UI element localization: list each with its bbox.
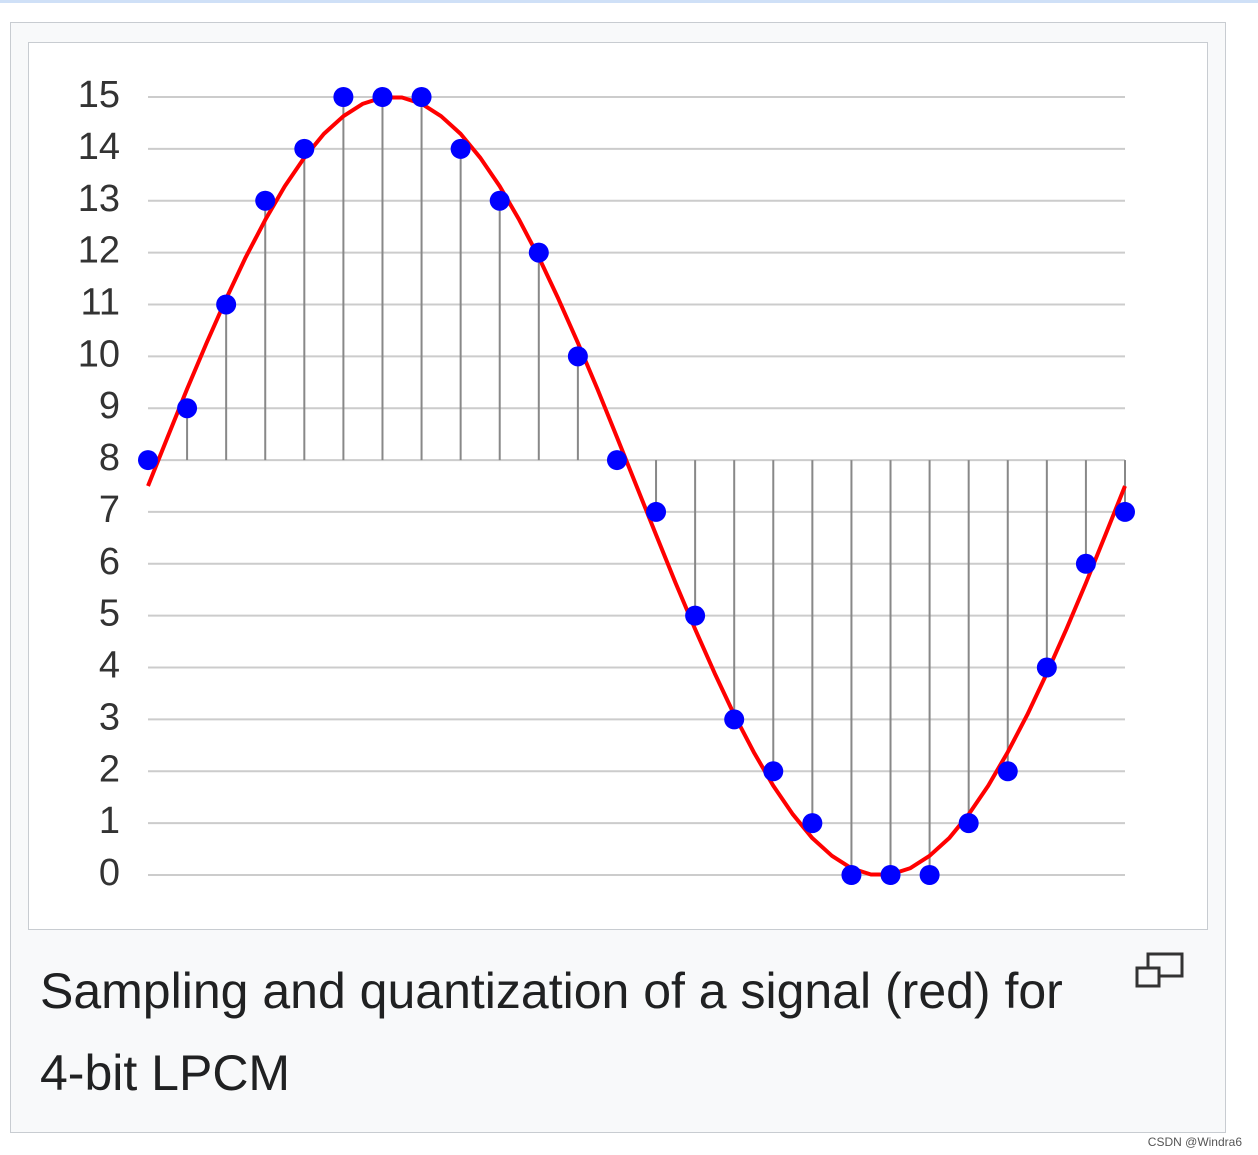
- enlarge-icon[interactable]: [1134, 952, 1186, 992]
- y-tick-label: 12: [78, 230, 120, 272]
- y-tick-label: 8: [99, 437, 120, 479]
- y-tick-label: 6: [99, 541, 120, 583]
- y-tick-label: 5: [99, 593, 120, 635]
- sample-dot: [450, 138, 471, 159]
- sample-dot: [333, 87, 354, 107]
- sample-dot: [1036, 657, 1057, 678]
- signal-curve: [146, 95, 1127, 877]
- sample-dot: [1115, 501, 1135, 522]
- sample-dot: [372, 87, 393, 107]
- sample-dot: [216, 294, 237, 315]
- sample-dot: [567, 346, 588, 367]
- sample-dot: [606, 450, 627, 471]
- caption: Sampling and quantization of a signal (r…: [40, 963, 1063, 1101]
- sample-dot: [646, 501, 667, 522]
- y-tick-label: 7: [99, 489, 120, 531]
- sample-dot: [489, 190, 510, 211]
- y-tick-label: 9: [99, 385, 120, 427]
- sample-dot: [177, 398, 198, 419]
- image-box: [28, 42, 1208, 930]
- sample-dot: [255, 190, 276, 211]
- y-tick-label: 1: [99, 800, 120, 842]
- y-tick-label: 4: [99, 645, 120, 687]
- sample-dot: [958, 813, 979, 834]
- y-tick-label: 15: [78, 74, 120, 116]
- sample-dot: [724, 709, 745, 730]
- sample-dot: [1075, 553, 1096, 574]
- y-tick-label: 13: [78, 178, 120, 220]
- sample-dot: [411, 87, 432, 107]
- sample-dot: [685, 605, 706, 626]
- y-tick-label: 14: [78, 126, 120, 168]
- sample-dot: [802, 813, 823, 834]
- sample-dot: [294, 138, 315, 159]
- y-tick-label: 0: [99, 852, 120, 894]
- top-border: [0, 0, 1258, 3]
- y-tick-label: 3: [99, 696, 120, 738]
- sample-dot: [763, 761, 784, 782]
- sample-dot: [138, 450, 158, 471]
- y-tick-label: 2: [99, 748, 120, 790]
- watermark: CSDN @Windra6: [1147, 1135, 1242, 1149]
- y-tick-label: 10: [78, 333, 120, 375]
- sample-dot: [997, 761, 1018, 782]
- sample-dot: [880, 865, 901, 885]
- y-tick-label: 11: [81, 281, 120, 323]
- sample-dot: [841, 865, 862, 885]
- sample-dot: [528, 242, 549, 263]
- sample-dot: [919, 865, 940, 885]
